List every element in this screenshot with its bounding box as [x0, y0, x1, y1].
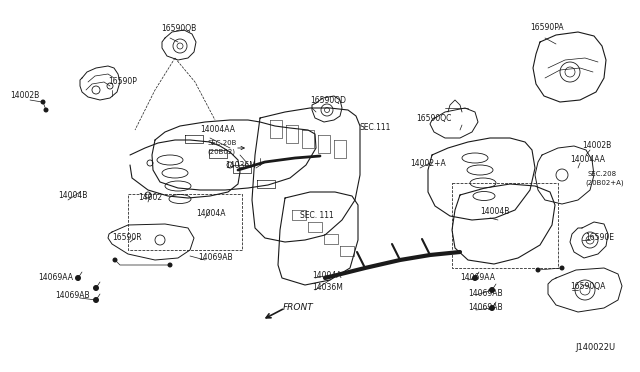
- Text: J140022U: J140022U: [575, 343, 615, 353]
- Text: 16590E: 16590E: [585, 234, 614, 243]
- Text: 14004B: 14004B: [480, 208, 509, 217]
- Text: 14004AA: 14004AA: [570, 155, 605, 164]
- Text: 14002B: 14002B: [10, 90, 39, 99]
- Circle shape: [489, 287, 495, 293]
- Text: SEC. 111: SEC. 111: [300, 211, 333, 219]
- Circle shape: [113, 257, 118, 263]
- Circle shape: [559, 266, 564, 270]
- Circle shape: [40, 99, 45, 105]
- Text: 14002B: 14002B: [582, 141, 611, 150]
- Text: 14069AB: 14069AB: [198, 253, 232, 263]
- Text: 14069AA: 14069AA: [460, 273, 495, 282]
- Text: 14069AB: 14069AB: [55, 292, 90, 301]
- Text: 14069AB: 14069AB: [468, 289, 502, 298]
- Text: 14002: 14002: [138, 193, 162, 202]
- Text: 16590PA: 16590PA: [530, 23, 564, 32]
- Circle shape: [536, 267, 541, 273]
- Text: 14002+A: 14002+A: [410, 158, 445, 167]
- Text: 14004AA: 14004AA: [200, 125, 235, 135]
- Text: FRONT: FRONT: [283, 302, 314, 311]
- Circle shape: [168, 263, 173, 267]
- Text: 14036M: 14036M: [225, 160, 256, 170]
- Text: SEC.111: SEC.111: [360, 124, 392, 132]
- Circle shape: [489, 305, 495, 311]
- Text: SEC.20B: SEC.20B: [207, 140, 236, 146]
- Circle shape: [44, 108, 49, 112]
- Text: (20B02+A): (20B02+A): [585, 180, 623, 186]
- Text: 14004A: 14004A: [196, 208, 225, 218]
- Text: SEC.208: SEC.208: [588, 171, 617, 177]
- Text: 16590QB: 16590QB: [161, 23, 196, 32]
- Text: 14004A: 14004A: [312, 270, 342, 279]
- Text: 14069AB: 14069AB: [468, 304, 502, 312]
- Circle shape: [93, 297, 99, 303]
- Text: 16590P: 16590P: [108, 77, 137, 87]
- Text: 16590QD: 16590QD: [310, 96, 346, 105]
- Circle shape: [75, 275, 81, 281]
- Text: 14004B: 14004B: [58, 192, 88, 201]
- Text: 14036M: 14036M: [312, 283, 343, 292]
- Text: 14069AA: 14069AA: [38, 273, 73, 282]
- Text: 16590QC: 16590QC: [416, 113, 451, 122]
- Circle shape: [472, 275, 478, 281]
- Text: 16590QA: 16590QA: [570, 282, 605, 291]
- Text: 16590R: 16590R: [112, 234, 141, 243]
- Text: (20B02): (20B02): [207, 149, 235, 155]
- Circle shape: [93, 285, 99, 291]
